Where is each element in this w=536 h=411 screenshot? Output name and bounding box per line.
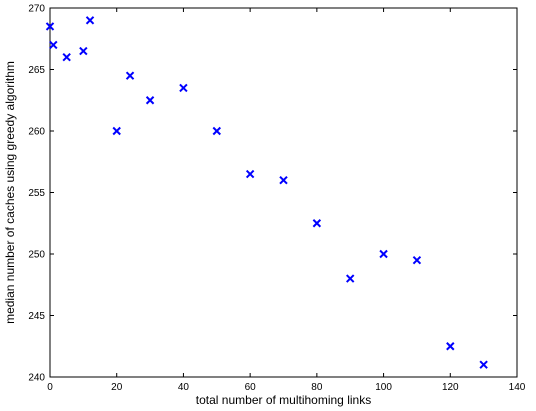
y-tick-label: 255 (28, 188, 45, 199)
data-points (45, 16, 488, 369)
data-point-marker (45, 22, 55, 31)
x-tick-label: 40 (178, 382, 190, 393)
data-point-marker (279, 175, 288, 185)
x-tick-label: 60 (245, 382, 257, 393)
plot-area (49, 7, 518, 378)
y-tick-label: 260 (28, 127, 45, 138)
data-point-marker (412, 255, 422, 265)
y-tick-label: 240 (28, 373, 45, 384)
data-point-marker (346, 274, 355, 283)
data-point-marker (79, 46, 88, 56)
x-tick-label: 80 (311, 382, 323, 393)
x-tick-label: 120 (442, 382, 459, 393)
y-tick-label: 245 (28, 311, 45, 322)
data-point-marker (125, 71, 135, 80)
x-tick-label: 20 (111, 382, 123, 393)
data-point-marker (379, 249, 388, 259)
axis-tick-labels: 0 20 40 60 80 100 120 140 240 245 250 255 260 265 270 (28, 4, 525, 394)
x-tick-label: 140 (509, 382, 526, 393)
data-point-marker (446, 342, 455, 351)
data-point-marker (312, 219, 322, 228)
data-point-marker (245, 169, 255, 179)
y-axis-label: median number of caches using greedy alg… (3, 61, 17, 324)
x-axis-label: total number of multihoming links (196, 393, 371, 407)
y-tick-label: 270 (28, 4, 45, 15)
x-tick-label: 100 (375, 382, 392, 393)
data-point-marker (62, 52, 71, 62)
y-tick-label: 250 (28, 250, 45, 261)
data-point-marker (479, 360, 488, 369)
data-point-marker (49, 40, 58, 50)
data-point-marker (85, 16, 95, 25)
y-tick-label: 265 (28, 65, 45, 76)
data-point-marker (112, 126, 121, 136)
x-tick-label: 0 (47, 382, 53, 393)
data-point-marker (212, 126, 221, 136)
axis-ticks (49, 7, 518, 378)
data-point-marker (145, 96, 155, 105)
data-point-marker (179, 83, 188, 93)
